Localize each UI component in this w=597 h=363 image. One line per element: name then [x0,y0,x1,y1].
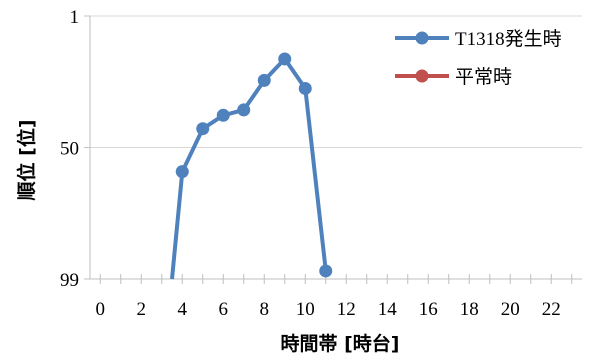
x-tick-label: 12 [337,299,356,320]
x-tick-label: 2 [137,299,147,320]
data-point [278,52,292,66]
x-tick-label: 10 [296,299,315,320]
x-tick-label: 14 [378,299,398,320]
y-tick-label: 99 [60,270,79,291]
data-point [237,103,251,117]
series-layer [170,52,333,280]
x-tick-label: 20 [501,299,520,320]
x-tick-label: 6 [219,299,229,320]
data-point [175,165,189,179]
x-axis-ticks: 0 2 4 6 8 10 12 14 16 18 20 22 [96,274,573,320]
legend-swatch-marker [415,69,429,83]
x-tick-label: 4 [178,299,188,320]
y-axis-ticks: 1 50 99 [60,7,90,291]
x-tick-label: 16 [419,299,438,320]
data-point [319,264,333,278]
x-tick-label: 8 [260,299,270,320]
y-tick-label: 1 [70,7,80,28]
legend-swatch-marker [415,31,429,45]
data-point [216,108,230,122]
data-point [298,81,312,95]
y-tick-label: 50 [60,139,79,160]
x-tick-label: 18 [460,299,479,320]
legend-label: 平常時 [455,66,512,88]
x-axis-title: 時間帯 [時台] [281,332,400,355]
data-point [196,122,210,136]
legend-label: T1318発生時 [455,28,562,50]
gridlines [90,15,582,148]
data-point [257,73,271,87]
x-tick-label: 0 [96,299,106,320]
y-axis-title: 順位 [位] [15,120,38,201]
x-tick-label: 22 [542,299,561,320]
